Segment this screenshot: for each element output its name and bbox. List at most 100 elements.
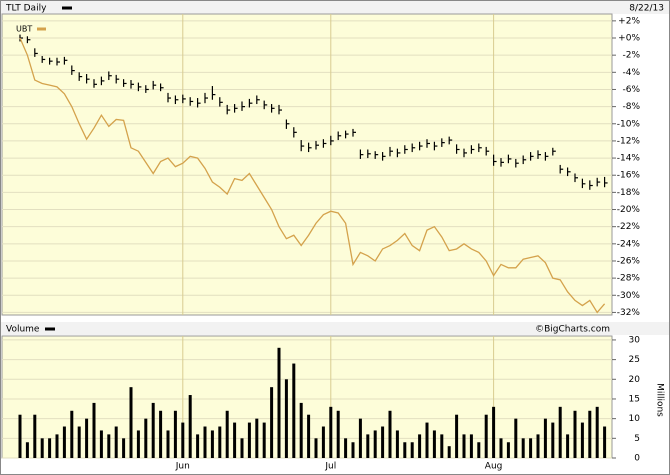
volume-bar <box>210 430 214 458</box>
volume-bar <box>351 442 355 458</box>
y-tick-label: -4% <box>622 68 640 78</box>
volume-bar <box>151 402 155 458</box>
y-tick-label: -2% <box>622 51 640 61</box>
y-tick-label: -20% <box>617 205 641 215</box>
y-tick-label: -6% <box>622 85 640 95</box>
y-tick-label: -18% <box>617 188 641 198</box>
y-tick-label: 15 <box>629 394 640 404</box>
volume-bar <box>284 379 288 458</box>
volume-plot <box>1 335 613 459</box>
volume-bar <box>240 438 244 458</box>
volume-bar <box>173 410 177 458</box>
volume-bar <box>440 434 444 458</box>
mark-layer <box>18 34 608 458</box>
volume-bar <box>573 410 577 458</box>
volume-bar <box>477 442 481 458</box>
volume-bar <box>499 438 503 458</box>
volume-bar <box>536 434 540 458</box>
grid-layer <box>2 14 616 459</box>
volume-bar <box>33 414 37 458</box>
volume-bar <box>425 422 429 458</box>
volume-bar <box>373 430 377 458</box>
volume-header-bar <box>1 322 669 335</box>
volume-bar <box>336 410 340 458</box>
line-series <box>19 37 606 314</box>
volume-bar <box>181 422 185 458</box>
y-tick-label: -30% <box>617 291 641 301</box>
volume-bar <box>233 422 237 458</box>
y-tick-label: +0% <box>618 34 640 44</box>
x-tick-label: Aug <box>485 462 503 472</box>
volume-bar <box>25 442 29 458</box>
volume-bar <box>381 426 385 458</box>
volume-bar <box>551 422 555 458</box>
volume-bar <box>40 438 44 458</box>
volume-bar <box>603 426 607 458</box>
volume-bar <box>62 426 66 458</box>
volume-bar <box>18 414 22 458</box>
volume-bar <box>55 434 59 458</box>
volume-bar <box>410 442 414 458</box>
volume-bar <box>543 418 547 458</box>
volume-bar <box>262 422 266 458</box>
volume-bar <box>566 434 570 458</box>
y-tick-label: -26% <box>617 256 641 266</box>
volume-bar <box>321 426 325 458</box>
volume-bar <box>247 422 251 458</box>
volume-bar <box>521 438 525 458</box>
volume-bar <box>107 434 111 458</box>
volume-bar <box>85 418 89 458</box>
y-tick-label: -16% <box>617 171 641 181</box>
volume-bar <box>395 430 399 458</box>
volume-bar <box>462 434 466 458</box>
volume-bar <box>255 418 259 458</box>
volume-bar <box>418 434 422 458</box>
y-tick-label: -22% <box>617 222 641 232</box>
volume-bar <box>558 406 562 458</box>
y-tick-label: -12% <box>617 136 641 146</box>
x-tick-label: Jul <box>324 462 336 472</box>
x-tick-label: Jun <box>175 462 190 472</box>
y-tick-label: -10% <box>617 119 641 129</box>
legend-label: TLT Daily <box>5 4 47 14</box>
volume-bar <box>366 434 370 458</box>
y-tick-label: -28% <box>617 274 641 284</box>
volume-bar <box>48 438 52 458</box>
y-tick-label: 30 <box>629 335 641 345</box>
volume-bar <box>388 410 392 458</box>
date-label: 8/22/13 <box>629 4 664 14</box>
volume-bar <box>292 363 296 458</box>
volume-bar <box>144 418 148 458</box>
volume-bar <box>203 426 207 458</box>
volume-title: Volume <box>6 325 40 335</box>
volume-bar <box>314 438 318 458</box>
y-tick-label: 10 <box>629 414 641 424</box>
volume-bar <box>358 418 362 458</box>
volume-bar <box>344 438 348 458</box>
volume-bar <box>188 395 192 458</box>
volume-bar <box>329 406 333 458</box>
volume-bar <box>159 410 163 458</box>
y-tick-label: 5 <box>634 434 640 444</box>
volume-bar <box>529 438 533 458</box>
volume-bar <box>484 414 488 458</box>
volume-bar <box>506 442 510 458</box>
volume-bar <box>225 410 229 458</box>
volume-bar <box>270 387 274 458</box>
header-bar <box>1 1 669 14</box>
volume-bar <box>299 402 303 458</box>
y-axis-label: Millions <box>655 383 665 417</box>
volume-bar <box>447 446 451 458</box>
y-tick-label: 25 <box>629 355 640 365</box>
y-tick-label: 20 <box>629 375 641 385</box>
volume-bar <box>455 414 459 458</box>
volume-bar <box>122 438 126 458</box>
y-tick-label: -14% <box>617 154 641 164</box>
y-tick-label: -32% <box>617 308 641 318</box>
volume-bar <box>70 410 74 458</box>
volume-bar <box>129 387 133 458</box>
volume-bar <box>595 406 599 458</box>
volume-bar <box>492 406 496 458</box>
volume-bar <box>99 430 103 458</box>
